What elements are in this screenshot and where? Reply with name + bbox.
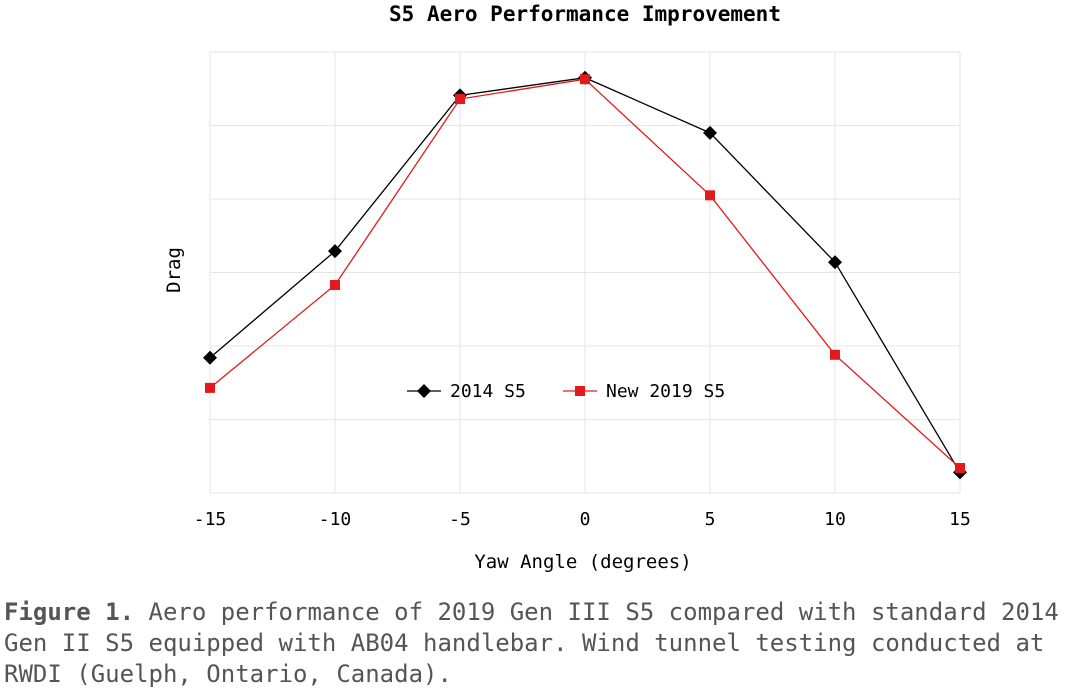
x-tick-labels: -15 -10 -5 0 5 10 15 — [194, 509, 971, 530]
x-tick-label: 15 — [949, 509, 971, 530]
data-point — [955, 463, 965, 474]
x-axis-label: Yaw Angle (degrees) — [474, 551, 691, 573]
data-point — [828, 255, 842, 270]
legend-item: 2014 S5 — [407, 381, 526, 402]
legend-label: 2014 S5 — [450, 381, 526, 402]
data-point — [580, 74, 590, 85]
chart-title: S5 Aero Performance Improvement — [389, 2, 781, 26]
x-tick-label: -5 — [449, 509, 471, 530]
data-point — [705, 190, 715, 201]
data-series — [203, 70, 967, 480]
data-point — [330, 279, 340, 290]
legend-marker — [417, 384, 431, 398]
legend-item: New 2019 S5 — [563, 381, 725, 402]
data-point — [203, 350, 217, 365]
series-2 — [205, 74, 965, 474]
figure-caption-text: Aero performance of 2019 Gen III S5 comp… — [4, 598, 1059, 688]
x-tick-label: 10 — [824, 509, 846, 530]
data-point — [830, 349, 840, 360]
data-point — [205, 382, 215, 393]
data-point — [328, 244, 342, 259]
legend-label: New 2019 S5 — [606, 381, 725, 402]
grid — [209, 51, 961, 494]
figure-caption: Figure 1. Aero performance of 2019 Gen I… — [4, 597, 1076, 690]
x-tick-label: 0 — [580, 509, 591, 530]
data-point — [703, 125, 717, 140]
x-tick-label: -15 — [194, 509, 227, 530]
y-axis-label: Drag — [163, 247, 185, 293]
x-tick-label: 5 — [705, 509, 716, 530]
data-point — [455, 94, 465, 105]
x-tick-label: -10 — [319, 509, 352, 530]
legend-marker — [575, 386, 585, 396]
figure-caption-label: Figure 1. — [4, 598, 135, 626]
legend: 2014 S5 New 2019 S5 — [407, 381, 725, 402]
drag-line-chart: S5 Aero Performance Improvement -15 -10 -5… — [163, 2, 971, 573]
